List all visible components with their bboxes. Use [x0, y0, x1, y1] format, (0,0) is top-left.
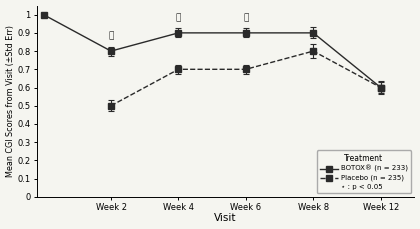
- Text: ⋆: ⋆: [243, 13, 249, 22]
- X-axis label: Visit: Visit: [214, 213, 237, 224]
- Text: ⋆: ⋆: [108, 31, 114, 40]
- Legend: BOTOX® (n = 233), Placebo (n = 235), ⋆ : p < 0.05: BOTOX® (n = 233), Placebo (n = 235), ⋆ :…: [317, 150, 411, 193]
- Text: ⋆: ⋆: [176, 13, 181, 22]
- Y-axis label: Mean CGI Scores from Visit (±Std Err): Mean CGI Scores from Visit (±Std Err): [5, 25, 15, 177]
